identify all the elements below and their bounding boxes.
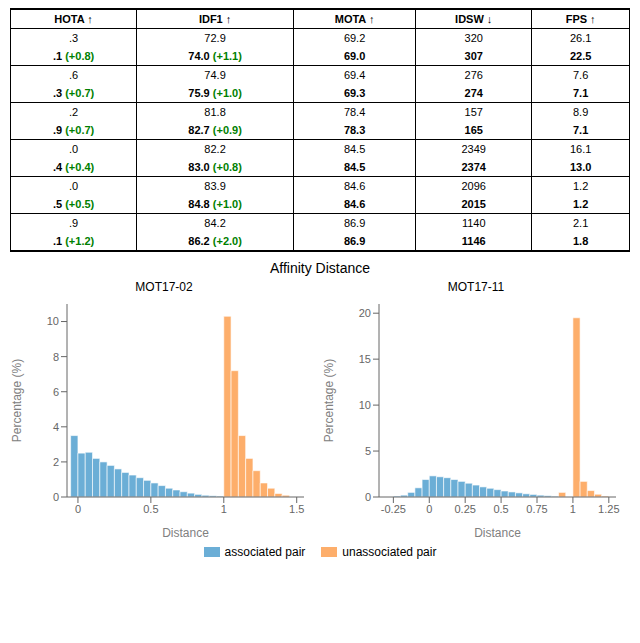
html-text:7.1: 7.1: [573, 124, 589, 136]
html-text:FPS ↑: FPS ↑: [565, 13, 596, 25]
html-text:.2: .2: [69, 106, 79, 118]
html-text:274: 274: [464, 87, 483, 99]
html-text:307: 307: [464, 50, 483, 62]
html-text:84.6: 84.6: [343, 198, 366, 210]
html-text:.6: .6: [69, 69, 79, 81]
svg-text:0.5: 0.5: [143, 503, 158, 515]
html-text:86.9: 86.9: [343, 217, 366, 229]
html-text:157: 157: [464, 106, 483, 118]
svg-text:0.75: 0.75: [526, 503, 547, 515]
svg-text:4: 4: [53, 421, 59, 433]
html-text:84.5: 84.5: [343, 143, 366, 155]
html-text:83.0 (+0.8): 83.0 (+0.8): [188, 161, 242, 173]
html-text:86.9: 86.9: [343, 235, 366, 247]
html-text:78.4: 78.4: [343, 106, 366, 118]
svg-text:6: 6: [53, 386, 59, 398]
html-text:2015: 2015: [461, 198, 486, 210]
html-text:IDF1 ↑: IDF1 ↑: [198, 13, 232, 25]
html-text:MOT17-11: MOT17-11: [447, 280, 505, 294]
html-text:Affinity Distance: Affinity Distance: [269, 260, 371, 276]
html-text:7.1: 7.1: [573, 87, 589, 99]
html-text:.0: .0: [69, 180, 79, 192]
html-text:.5 (+0.5): .5 (+0.5): [52, 198, 95, 210]
html-text:MOTA ↑: MOTA ↑: [334, 13, 375, 25]
html-text:1.2: 1.2: [573, 180, 589, 192]
html-text:2374: 2374: [461, 161, 486, 173]
html-text:84.6: 84.6: [343, 180, 366, 192]
svg-text:10: 10: [47, 315, 59, 327]
html-text:84.5: 84.5: [343, 161, 366, 173]
html-text:69.0: 69.0: [343, 50, 366, 62]
svg-text:1: 1: [570, 503, 576, 515]
svg-text:5: 5: [365, 445, 371, 457]
html-text:165: 165: [464, 124, 483, 136]
html-text:84.2: 84.2: [204, 217, 226, 229]
svg-text:Distance: Distance: [162, 526, 209, 540]
html-text:8.9: 8.9: [573, 106, 589, 118]
svg-text:0: 0: [53, 491, 59, 503]
html-text:22.5: 22.5: [569, 50, 592, 62]
html-text:1.8: 1.8: [573, 235, 589, 247]
svg-text:Percentage (%): Percentage (%): [10, 359, 24, 442]
html-text:276: 276: [464, 69, 483, 81]
svg-text:1.5: 1.5: [289, 503, 304, 515]
html-text:69.2: 69.2: [343, 32, 366, 44]
html-text:74.9: 74.9: [204, 69, 226, 81]
svg-text:2: 2: [53, 456, 59, 468]
html-text:2096: 2096: [461, 180, 486, 192]
html-text:13.0: 13.0: [569, 161, 592, 173]
svg-text:1: 1: [221, 503, 227, 515]
svg-text:0: 0: [75, 503, 81, 515]
svg-text:0.5: 0.5: [493, 503, 508, 515]
html-text:2349: 2349: [461, 143, 486, 155]
html-text:72.9: 72.9: [204, 32, 226, 44]
html-text:83.9: 83.9: [204, 180, 226, 192]
svg-text:-0.25: -0.25: [381, 503, 406, 515]
html-text:1.2: 1.2: [573, 198, 589, 210]
html-text:84.8 (+1.0): 84.8 (+1.0): [188, 198, 242, 210]
html-text:2.1: 2.1: [573, 217, 589, 229]
html-text:7.6: 7.6: [573, 69, 589, 81]
html-text:unassociated pair: unassociated pair: [342, 545, 437, 559]
html-text:associated pair: associated pair: [224, 545, 306, 559]
html-text:MOT17-02: MOT17-02: [135, 280, 193, 294]
svg-text:0.25: 0.25: [454, 503, 475, 515]
html-text:HOTA ↑: HOTA ↑: [54, 13, 93, 25]
svg-text:Distance: Distance: [474, 526, 521, 540]
html-text:.9: .9: [69, 217, 79, 229]
svg-text:15: 15: [359, 353, 371, 365]
html-text:69.4: 69.4: [343, 69, 366, 81]
html-text:86.2 (+2.0): 86.2 (+2.0): [188, 235, 242, 247]
html-text:16.1: 16.1: [569, 143, 592, 155]
html-text:75.9 (+1.0): 75.9 (+1.0): [188, 87, 242, 99]
html-text:74.0 (+1.1): 74.0 (+1.1): [188, 50, 242, 62]
html-text:.0: .0: [69, 143, 79, 155]
html-text:26.1: 26.1: [569, 32, 592, 44]
html-text:.1 (+0.8): .1 (+0.8): [52, 50, 95, 62]
svg-text:20: 20: [359, 307, 371, 319]
html-text:.9 (+0.7): .9 (+0.7): [52, 124, 95, 136]
svg-text:0: 0: [426, 503, 432, 515]
html-text:82.7 (+0.9): 82.7 (+0.9): [188, 124, 242, 136]
html-text:.3: .3: [69, 32, 79, 44]
svg-text:Percentage (%): Percentage (%): [322, 359, 336, 442]
svg-text:10: 10: [359, 399, 371, 411]
html-text:78.3: 78.3: [343, 124, 366, 136]
html-text:1146: 1146: [461, 235, 486, 247]
html-text:82.2: 82.2: [204, 143, 226, 155]
html-text:.1 (+1.2): .1 (+1.2): [52, 235, 95, 247]
html-text:81.8: 81.8: [204, 106, 226, 118]
html-text:69.3: 69.3: [343, 87, 366, 99]
svg-text:8: 8: [53, 351, 59, 363]
html-text:.4 (+0.4): .4 (+0.4): [52, 161, 95, 173]
html-text:1140: 1140: [461, 217, 486, 229]
svg-text:0: 0: [365, 491, 371, 503]
svg-text:1.25: 1.25: [598, 503, 619, 515]
html-text:320: 320: [464, 32, 483, 44]
html-text:IDSW ↓: IDSW ↓: [455, 13, 493, 25]
html-text:.3 (+0.7): .3 (+0.7): [52, 87, 95, 99]
